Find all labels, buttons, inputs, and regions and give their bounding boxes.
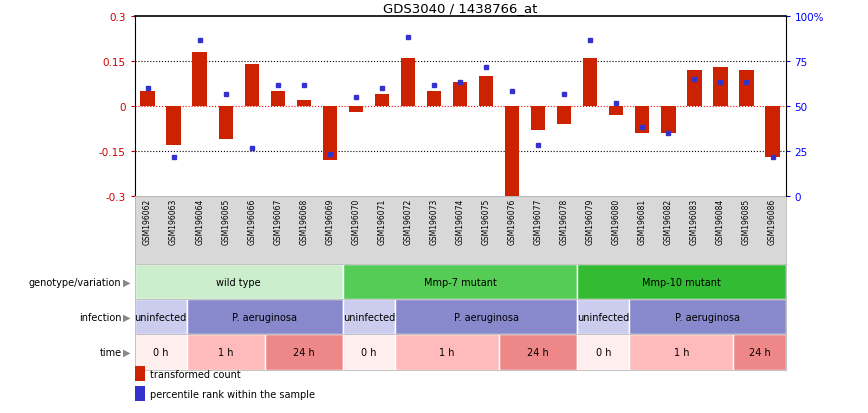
Text: 24 h: 24 h [748,347,771,357]
Text: wild type: wild type [216,277,261,287]
Text: GSM196077: GSM196077 [534,198,542,244]
Text: ▶: ▶ [122,312,130,322]
Text: GSM196070: GSM196070 [352,198,360,244]
Text: 1 h: 1 h [218,347,233,357]
Text: GSM196066: GSM196066 [247,198,256,244]
Bar [245,64,259,106]
Bar [187,299,343,335]
Bar [661,106,675,133]
Text: 1 h: 1 h [674,347,689,357]
Text: GSM196083: GSM196083 [690,198,699,244]
Bar [505,106,519,196]
Text: GSM196078: GSM196078 [560,198,569,244]
Text: 0 h: 0 h [153,347,168,357]
Title: GDS3040 / 1438766_at: GDS3040 / 1438766_at [383,2,537,15]
Bar [135,264,343,299]
Text: genotype/variation: genotype/variation [29,277,122,287]
Bar [395,335,499,370]
Text: GSM196075: GSM196075 [482,198,490,244]
Bar [577,264,786,299]
Bar [349,106,363,112]
Text: GSM196071: GSM196071 [378,198,386,244]
Bar [733,335,786,370]
Bar [343,299,395,335]
Bar [343,335,395,370]
Bar [609,106,623,115]
Bar [395,299,577,335]
Text: GSM196069: GSM196069 [326,198,334,244]
Text: 24 h: 24 h [293,347,315,357]
Bar [687,70,701,106]
Text: P. aeruginosa: P. aeruginosa [675,312,740,322]
Bar [453,82,467,106]
Text: GSM196076: GSM196076 [508,198,516,244]
Text: GSM196080: GSM196080 [612,198,621,244]
Text: uninfected: uninfected [577,312,629,322]
Text: percentile rank within the sample: percentile rank within the sample [150,389,315,399]
Bar [740,70,753,106]
Bar [577,299,629,335]
Text: GSM196084: GSM196084 [716,198,725,244]
Text: infection: infection [79,312,122,322]
Text: uninfected: uninfected [343,312,395,322]
Bar [167,106,181,145]
Text: GSM196082: GSM196082 [664,198,673,244]
Bar [401,58,415,106]
Bar [635,106,649,133]
Bar [577,335,629,370]
Bar [499,335,577,370]
Text: 24 h: 24 h [527,347,549,357]
Text: Mmp-10 mutant: Mmp-10 mutant [642,277,720,287]
Bar [531,106,545,131]
Text: GSM196074: GSM196074 [456,198,464,244]
Bar [193,52,207,106]
Text: GSM196072: GSM196072 [404,198,412,244]
Text: GSM196064: GSM196064 [195,198,204,244]
Bar [187,335,265,370]
Bar [766,106,779,157]
Bar [271,91,285,106]
Bar [323,106,337,160]
Text: GSM196086: GSM196086 [768,198,777,244]
Text: GSM196073: GSM196073 [430,198,438,244]
Bar [343,264,577,299]
Bar [219,106,233,139]
Text: 1 h: 1 h [439,347,455,357]
Bar [375,95,389,106]
Text: 0 h: 0 h [361,347,377,357]
Bar [427,91,441,106]
Text: ▶: ▶ [122,347,130,357]
Bar [629,299,786,335]
Bar [265,335,343,370]
Bar [297,100,311,106]
Text: GSM196079: GSM196079 [586,198,595,244]
Bar [713,67,727,106]
Text: GSM196065: GSM196065 [221,198,230,244]
Bar [583,58,597,106]
Bar [135,299,187,335]
Bar [135,335,187,370]
Text: GSM196062: GSM196062 [143,198,152,244]
Bar [141,91,155,106]
Text: P. aeruginosa: P. aeruginosa [454,312,518,322]
Text: GSM196081: GSM196081 [638,198,647,244]
Text: GSM196068: GSM196068 [299,198,308,244]
Text: transformed count: transformed count [150,369,241,379]
Text: GSM196067: GSM196067 [273,198,282,244]
Bar [557,106,571,124]
Text: GSM196063: GSM196063 [169,198,178,244]
Text: GSM196085: GSM196085 [742,198,751,244]
Text: ▶: ▶ [122,277,130,287]
Bar [479,76,493,106]
Text: 0 h: 0 h [595,347,611,357]
Text: time: time [100,347,122,357]
Text: P. aeruginosa: P. aeruginosa [233,312,297,322]
Text: uninfected: uninfected [135,312,187,322]
Bar [629,335,733,370]
Text: Mmp-7 mutant: Mmp-7 mutant [424,277,496,287]
